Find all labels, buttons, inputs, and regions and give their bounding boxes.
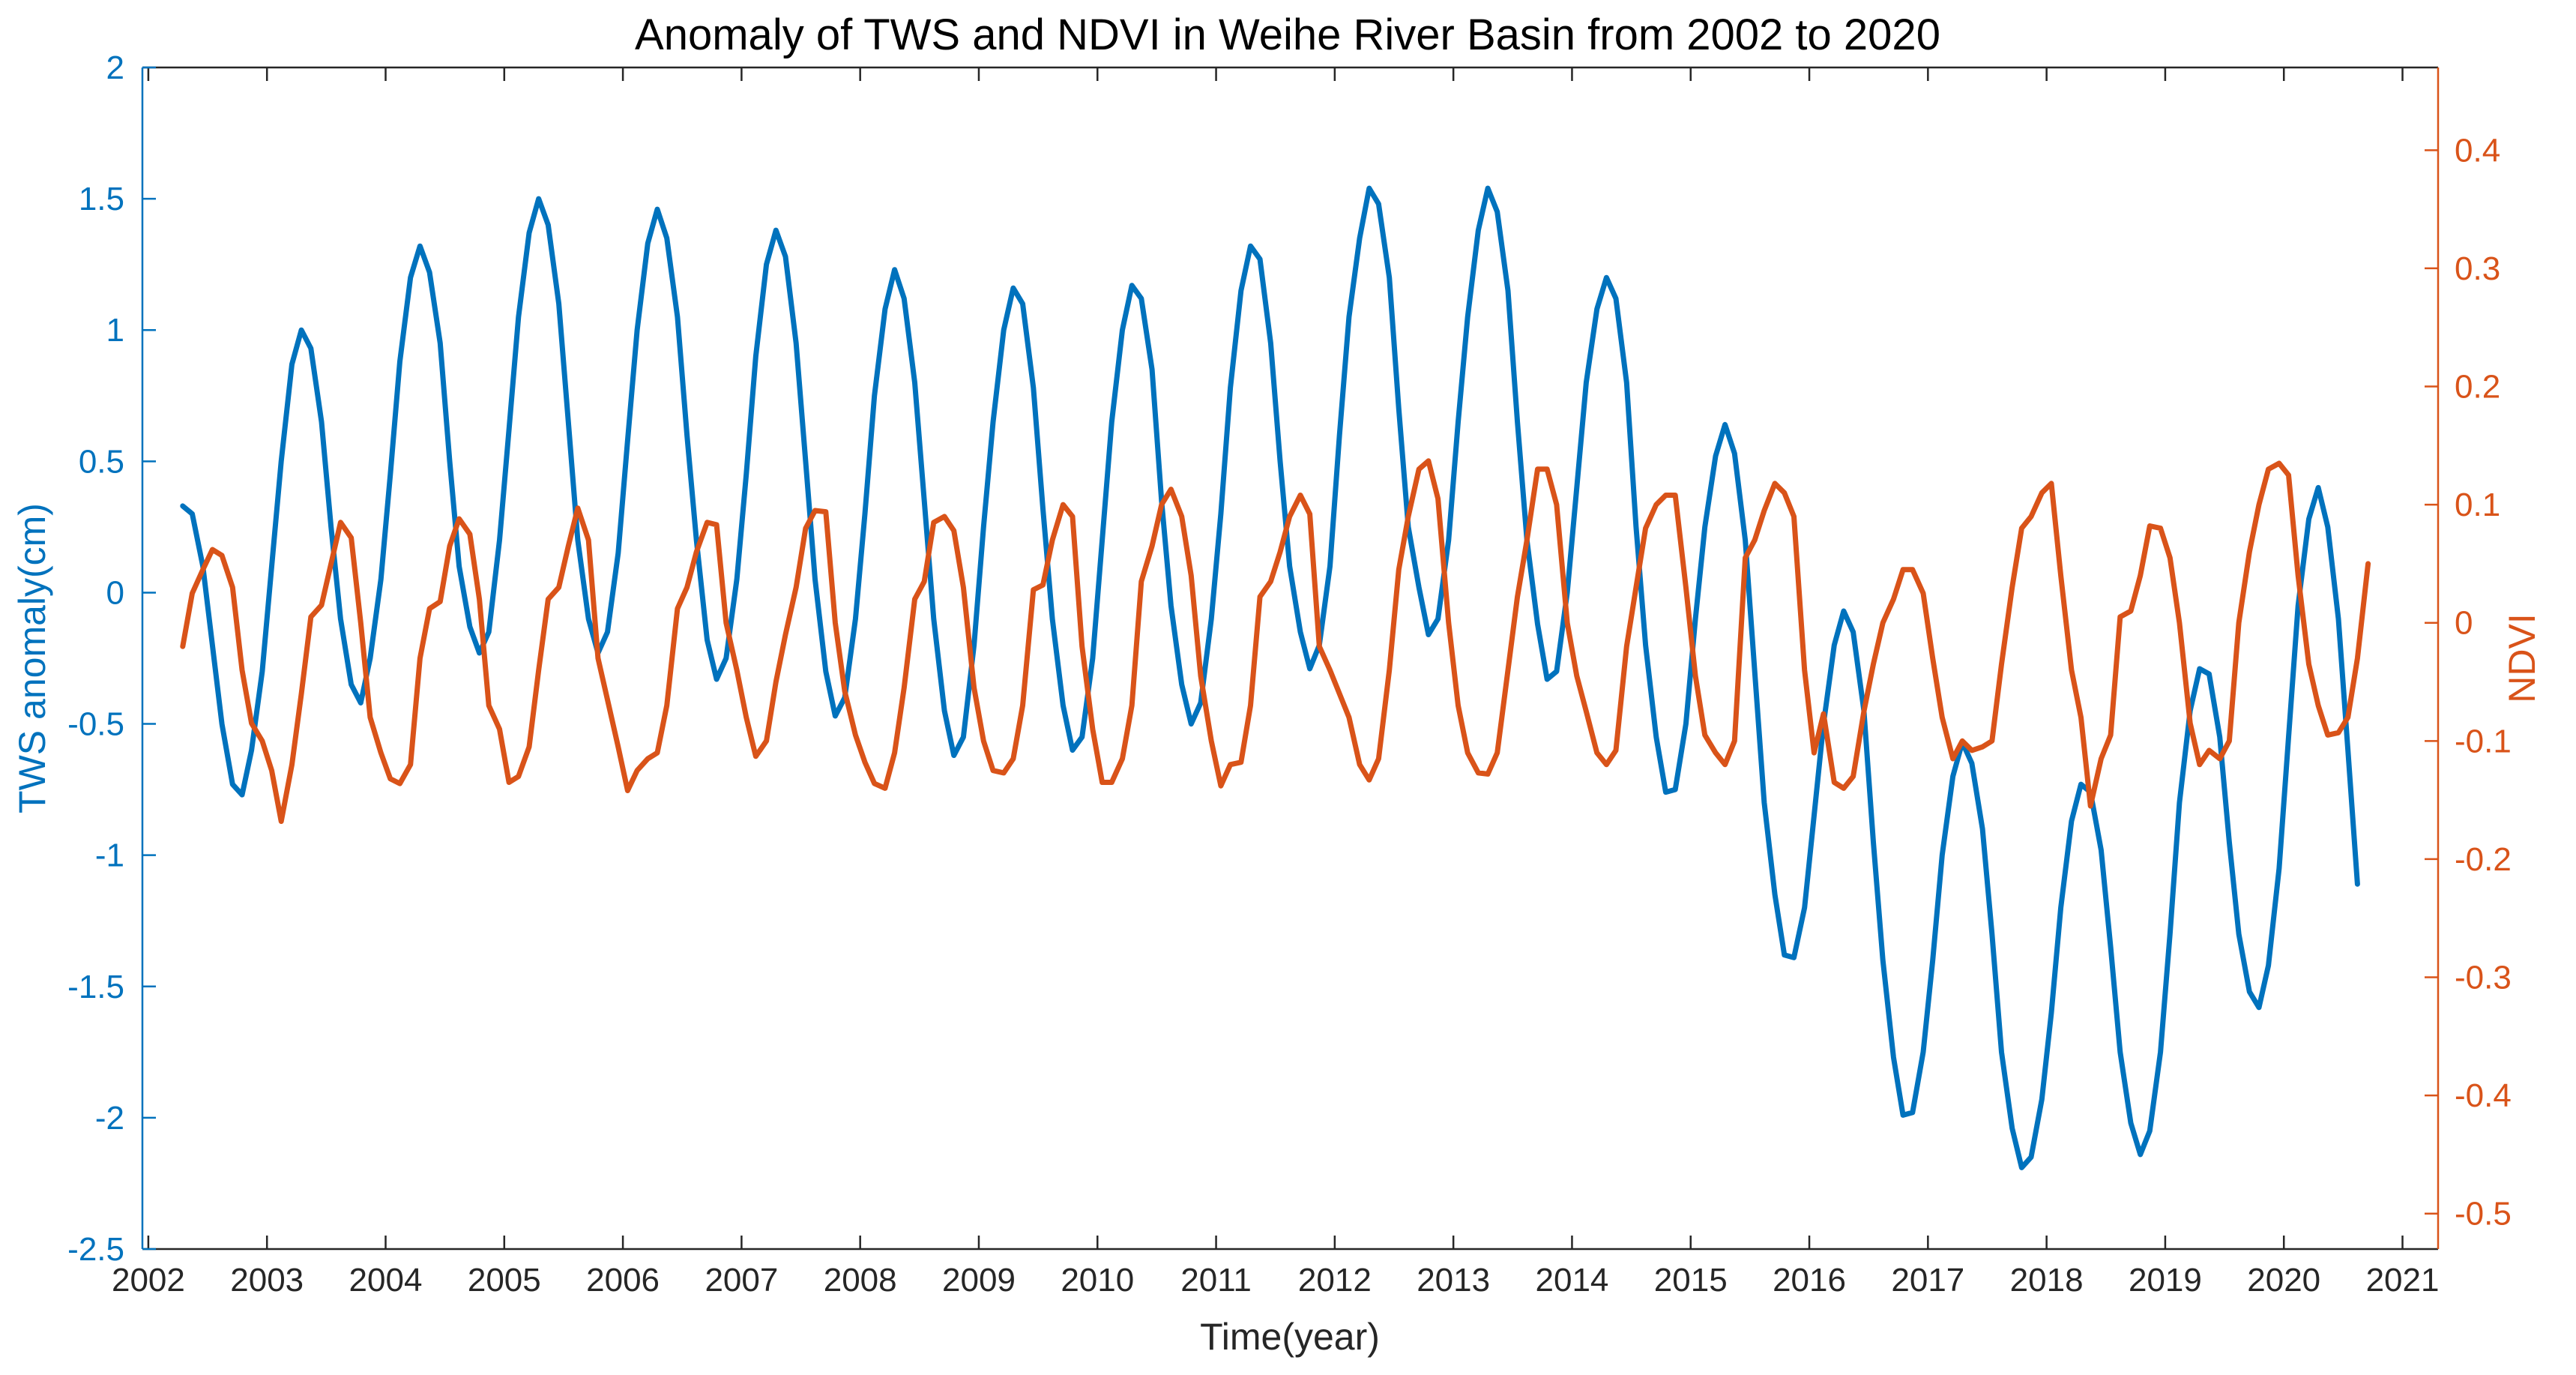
x-tick-label: 2012 — [1298, 1262, 1372, 1299]
x-tick-label: 2018 — [2010, 1262, 2084, 1299]
x-tick-label: 2003 — [230, 1262, 304, 1299]
left-y-tick-label: -1.5 — [67, 969, 124, 1005]
right-y-tick-label: -0.3 — [2455, 960, 2512, 996]
tws-series-line — [180, 185, 2360, 1170]
left-y-tick-label: -1 — [95, 837, 124, 874]
right-y-tick-label: 0.2 — [2455, 369, 2500, 406]
x-axis-label: Time(year) — [1200, 1316, 1380, 1358]
x-tick-label: 2013 — [1417, 1262, 1490, 1299]
right-y-tick-label: 0.3 — [2455, 250, 2500, 287]
left-y-axis-ticks: -2.5 -2 -1.5 -1 -0.5 0 0.5 1 1.5 2 — [67, 49, 156, 1268]
right-y-axis-ticks: -0.5 -0.4 -0.3 -0.2 -0.1 0 0.1 0.2 0.3 0.4 — [2425, 132, 2512, 1233]
left-y-tick-label: 1.5 — [79, 181, 124, 217]
x-tick-label: 2009 — [942, 1262, 1016, 1299]
ndvi-series-line — [180, 458, 2371, 824]
x-tick-label: 2002 — [112, 1262, 185, 1299]
left-y-tick-label: 0.5 — [79, 443, 124, 480]
x-tick-label: 2017 — [1891, 1262, 1964, 1299]
x-tick-label: 2005 — [468, 1262, 541, 1299]
x-tick-label: 2021 — [2366, 1262, 2440, 1299]
x-axis-ticks: 2002 2003 2004 2005 2006 2007 2008 2009 2010 2011… — [112, 67, 2439, 1299]
left-y-tick-label: 0 — [106, 574, 124, 611]
x-tick-label: 2006 — [586, 1262, 660, 1299]
x-tick-label: 2004 — [349, 1262, 423, 1299]
right-y-tick-label: -0.5 — [2455, 1196, 2512, 1233]
x-tick-label: 2011 — [1180, 1262, 1252, 1299]
right-y-tick-label: 0.1 — [2455, 487, 2500, 523]
right-y-tick-label: 0 — [2455, 605, 2473, 642]
x-tick-label: 2016 — [1773, 1262, 1846, 1299]
right-y-tick-label: -0.4 — [2455, 1077, 2512, 1114]
right-y-tick-label: -0.2 — [2455, 841, 2512, 878]
left-y-tick-label: -0.5 — [67, 706, 124, 743]
x-tick-label: 2014 — [1536, 1262, 1609, 1299]
chart-title: Anomaly of TWS and NDVI in Weihe River B… — [635, 10, 1940, 59]
x-tick-label: 2020 — [2247, 1262, 2320, 1299]
x-tick-label: 2015 — [1654, 1262, 1728, 1299]
left-y-axis-label: TWS anomaly(cm) — [11, 503, 53, 813]
left-y-tick-label: 1 — [106, 312, 124, 349]
right-y-axis-label: NDVI — [2501, 613, 2543, 702]
right-y-tick-label: -0.1 — [2455, 723, 2512, 759]
x-tick-label: 2010 — [1061, 1262, 1134, 1299]
right-y-tick-label: 0.4 — [2455, 132, 2500, 169]
series-layer — [180, 185, 2371, 1170]
left-y-tick-label: 2 — [106, 49, 124, 86]
x-tick-label: 2007 — [705, 1262, 778, 1299]
x-tick-label: 2008 — [824, 1262, 897, 1299]
left-y-tick-label: -2 — [95, 1100, 124, 1137]
left-y-tick-label: -2.5 — [67, 1231, 124, 1268]
x-tick-label: 2019 — [2129, 1262, 2202, 1299]
